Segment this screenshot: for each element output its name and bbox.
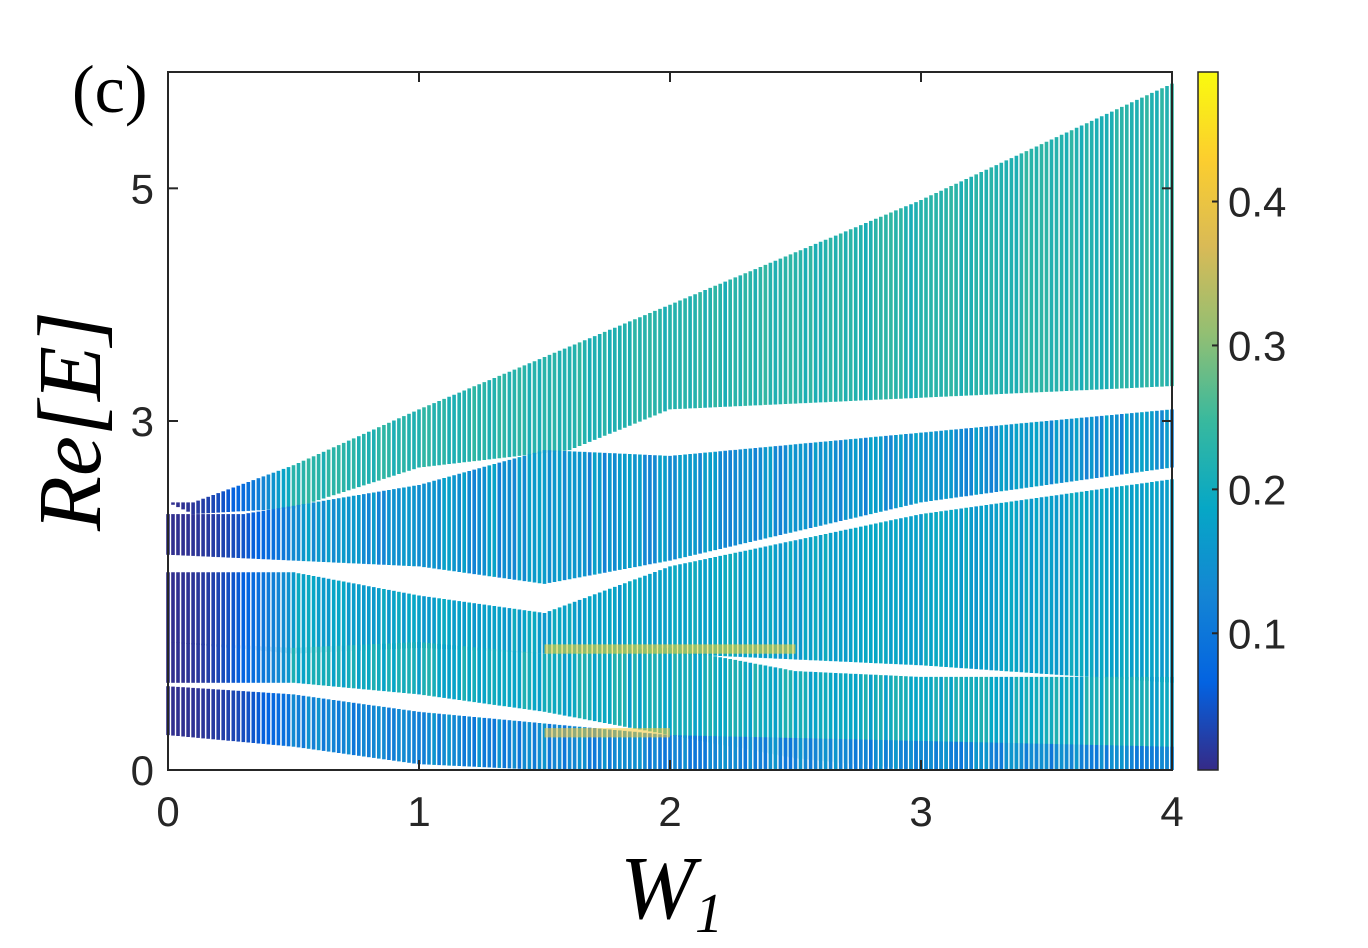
colorbar-ticks: 0.1 0.2 0.3 0.4 (1212, 179, 1286, 657)
y-tick-label: 5 (131, 165, 154, 212)
y-tick-label: 3 (131, 398, 154, 445)
x-axis-label-subscript: 1 (695, 883, 723, 945)
panel-label: (c) (72, 51, 147, 127)
x-tick-label: 3 (909, 788, 932, 835)
x-axis-label: W1 (620, 839, 723, 945)
scatter-points (166, 83, 1174, 770)
y-tick-label: 0 (131, 747, 154, 794)
highlight-cluster-1 (544, 728, 670, 738)
colorbar-tick-label: 0.3 (1228, 322, 1286, 369)
y-axis-ticks: 0 3 5 (131, 165, 1172, 794)
colorbar-gradient (1197, 71, 1219, 771)
x-tick-label: 4 (1160, 788, 1183, 835)
colorbar-tick-label: 0.2 (1228, 466, 1286, 513)
y-axis-label: Re[E] (21, 311, 120, 532)
colorbar-tick-label: 0.4 (1228, 179, 1286, 226)
colorbar-tick-label: 0.1 (1228, 610, 1286, 657)
x-axis-ticks: 0 1 2 3 4 (156, 72, 1184, 835)
x-tick-label: 1 (407, 788, 430, 835)
x-tick-label: 2 (658, 788, 681, 835)
highlight-cluster-0 (544, 644, 796, 654)
x-tick-label: 0 (156, 788, 179, 835)
colorbar: 0.1 0.2 0.3 0.4 (1197, 71, 1286, 771)
x-axis-label-main: W (620, 839, 702, 938)
